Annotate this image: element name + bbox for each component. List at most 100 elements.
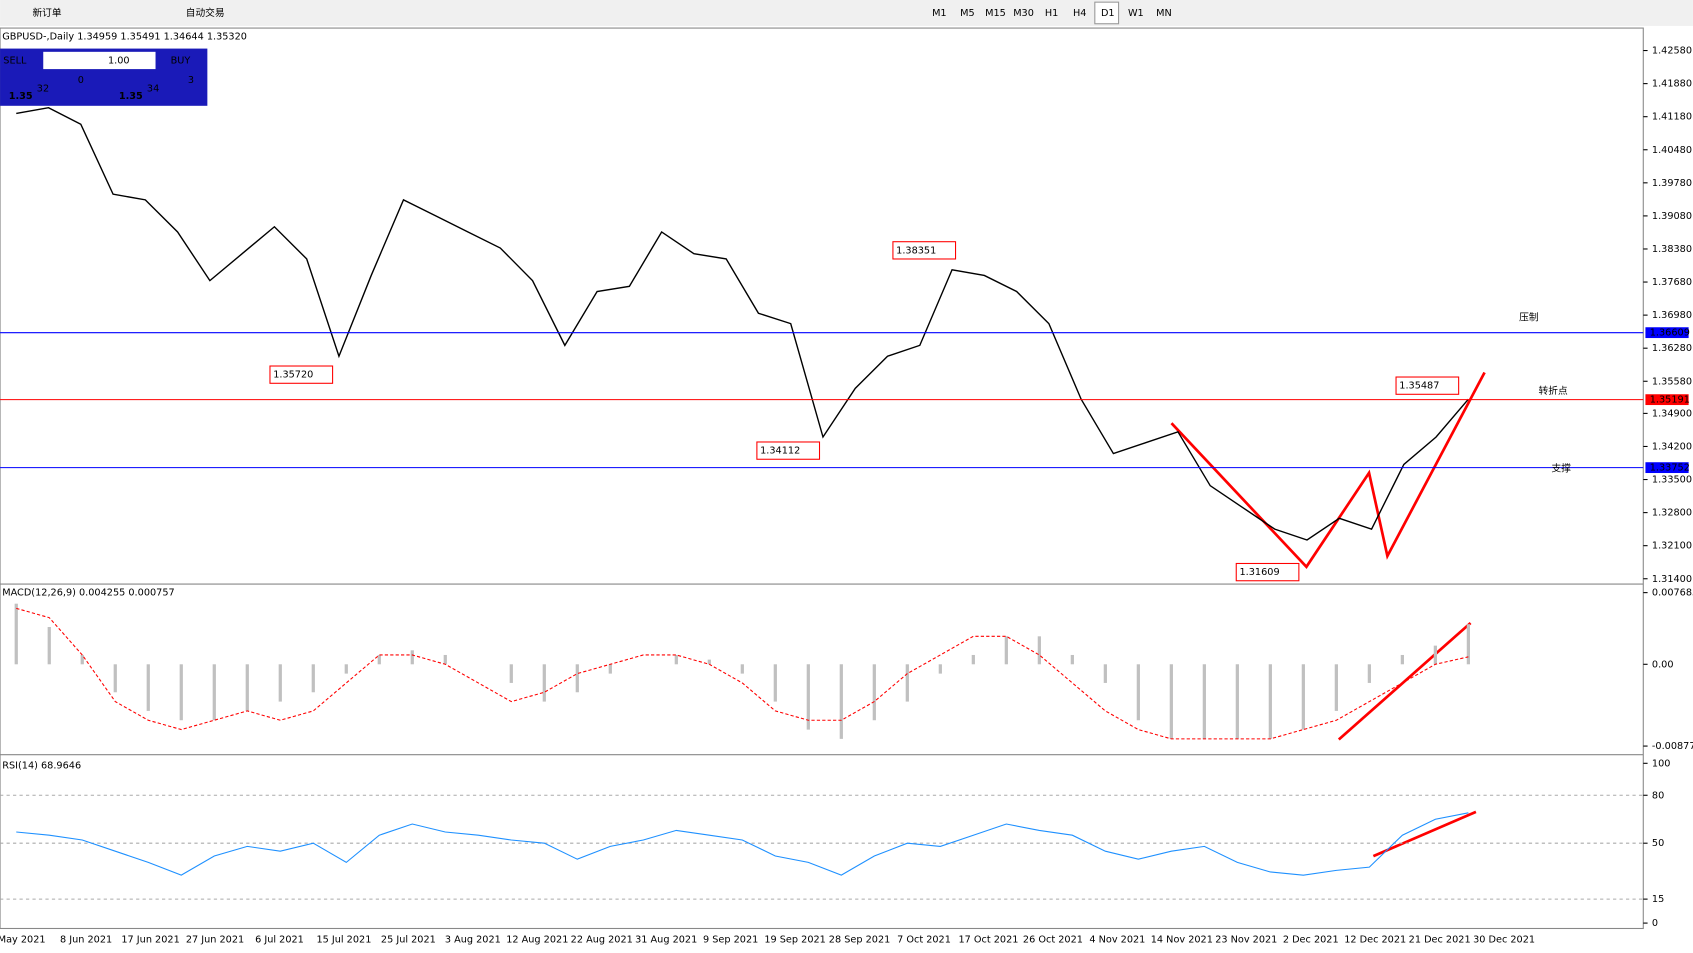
date-label: 7 Oct 2021	[897, 934, 951, 945]
date-label: 9 Sep 2021	[703, 934, 758, 945]
date-label: 17 Oct 2021	[958, 934, 1018, 945]
date-label: 17 Jun 2021	[121, 934, 179, 945]
arrow	[1372, 810, 1477, 858]
lot-box[interactable]	[43, 51, 156, 70]
annotation-box	[269, 365, 334, 384]
macd-label: -0.00877	[1652, 741, 1693, 752]
annotation-box	[756, 441, 821, 460]
date-label: 19 Sep 2021	[764, 934, 825, 945]
date-label: 25 Jul 2021	[381, 934, 436, 945]
annotation: 1.35487	[1399, 381, 1439, 392]
date-label: 12 Aug 2021	[506, 934, 568, 945]
level-note: 转折点	[1539, 384, 1568, 397]
price-label: 1.39080	[1652, 211, 1692, 222]
date-label: 26 Oct 2021	[1023, 934, 1083, 945]
rsi-label: 0	[1652, 918, 1658, 929]
rsi-label: 50	[1652, 838, 1664, 849]
annotation: 1.34112	[760, 446, 800, 457]
price-label: 1.32800	[1652, 508, 1692, 519]
rsi-label: 15	[1652, 894, 1664, 905]
rsi-label: 100	[1652, 758, 1671, 769]
date-label: 30 Dec 2021	[1473, 934, 1535, 945]
timeframe[interactable]: M1	[932, 8, 947, 19]
toolbar-button[interactable]: 新订单	[32, 6, 61, 19]
date-label: 12 Dec 2021	[1344, 934, 1406, 945]
macd-title: MACD(12,26,9) 0.004255 0.000757	[2, 588, 174, 599]
buy-price: 1.35	[119, 91, 143, 102]
price-label: 1.38380	[1652, 244, 1692, 255]
rsi-title: RSI(14) 68.9646	[2, 760, 81, 771]
price-line	[16, 106, 1469, 541]
level-box	[1645, 394, 1689, 406]
date-label: 4 Nov 2021	[1089, 934, 1145, 945]
annotation-box	[1235, 562, 1300, 582]
date-label: 15 Jul 2021	[316, 934, 371, 945]
timeframe[interactable]: MN	[1156, 8, 1172, 19]
sell-price: 1.35	[9, 91, 33, 102]
date-label: 2 Dec 2021	[1283, 934, 1339, 945]
price-label: 1.32100	[1652, 541, 1692, 552]
date-label: May 2021	[0, 934, 46, 945]
price-label: 1.33500	[1652, 475, 1692, 486]
price-label: 1.36980	[1652, 310, 1692, 321]
chart-title: GBPUSD-,Daily 1.34959 1.35491 1.34644 1.…	[2, 32, 247, 43]
date-label: 22 Aug 2021	[571, 934, 633, 945]
level-label: 1.33752	[1650, 463, 1690, 474]
date-label: 14 Nov 2021	[1151, 934, 1213, 945]
macd-label: 0.00	[1652, 659, 1674, 670]
level-label: 1.35191	[1650, 395, 1690, 406]
date-label: 8 Jun 2021	[60, 934, 112, 945]
price-label: 1.42580	[1652, 46, 1692, 57]
date-label: 21 Dec 2021	[1409, 934, 1471, 945]
tf-active	[1094, 1, 1120, 25]
level-box	[1645, 462, 1689, 474]
macd-label: 0.007685	[1652, 588, 1693, 599]
timeframe[interactable]: W1	[1128, 8, 1144, 19]
sell-big: 32	[37, 84, 49, 95]
arrows	[1170, 371, 1486, 858]
price-label: 1.34900	[1652, 408, 1692, 419]
rsi-label: 80	[1652, 790, 1664, 801]
date-label: 3 Aug 2021	[445, 934, 501, 945]
date-label: 6 Jul 2021	[255, 934, 304, 945]
level-note: 压制	[1519, 310, 1538, 323]
date-label: 27 Jun 2021	[186, 934, 244, 945]
lot: 1.00	[108, 55, 130, 66]
level-note: 支撑	[1552, 462, 1572, 475]
sell-button[interactable]: SELL	[3, 55, 27, 66]
annotation: 1.35720	[273, 370, 313, 381]
price-label: 1.39780	[1652, 178, 1692, 189]
timeframe[interactable]: D1	[1101, 8, 1115, 19]
sell-sup: 0	[78, 75, 84, 86]
annotation: 1.31609	[1239, 567, 1279, 578]
price-label: 1.34200	[1652, 441, 1692, 452]
annotation: 1.38351	[896, 245, 936, 256]
toolbar-button[interactable]: 自动交易	[186, 6, 225, 19]
price-label: 1.40480	[1652, 145, 1692, 156]
buy-big: 34	[147, 84, 159, 95]
price-label: 1.41180	[1652, 112, 1692, 123]
buy-sup: 3	[188, 75, 194, 86]
arrow	[1337, 621, 1472, 741]
price-label: 1.31400	[1652, 574, 1692, 585]
timeframe[interactable]: H1	[1045, 8, 1058, 19]
buy-button[interactable]: BUY	[171, 55, 191, 66]
timeframe[interactable]: M5	[960, 8, 975, 19]
level-label: 1.36609	[1650, 328, 1690, 339]
date-label: 31 Aug 2021	[635, 934, 697, 945]
timeframe[interactable]: M30	[1013, 8, 1034, 19]
price-label: 1.36280	[1652, 343, 1692, 354]
timeframe[interactable]: M15	[985, 8, 1006, 19]
signal-line	[16, 607, 1469, 740]
timeframe[interactable]: H4	[1073, 8, 1086, 19]
date-label: 23 Nov 2021	[1215, 934, 1277, 945]
arrow-path	[1170, 371, 1486, 569]
price-label: 1.37680	[1652, 277, 1692, 288]
rsi-line	[16, 812, 1469, 876]
level-box	[1645, 327, 1689, 339]
price-label: 1.35580	[1652, 376, 1692, 387]
trade-panel	[0, 48, 208, 106]
date-label: 28 Sep 2021	[829, 934, 890, 945]
annotation-box	[1395, 376, 1460, 395]
